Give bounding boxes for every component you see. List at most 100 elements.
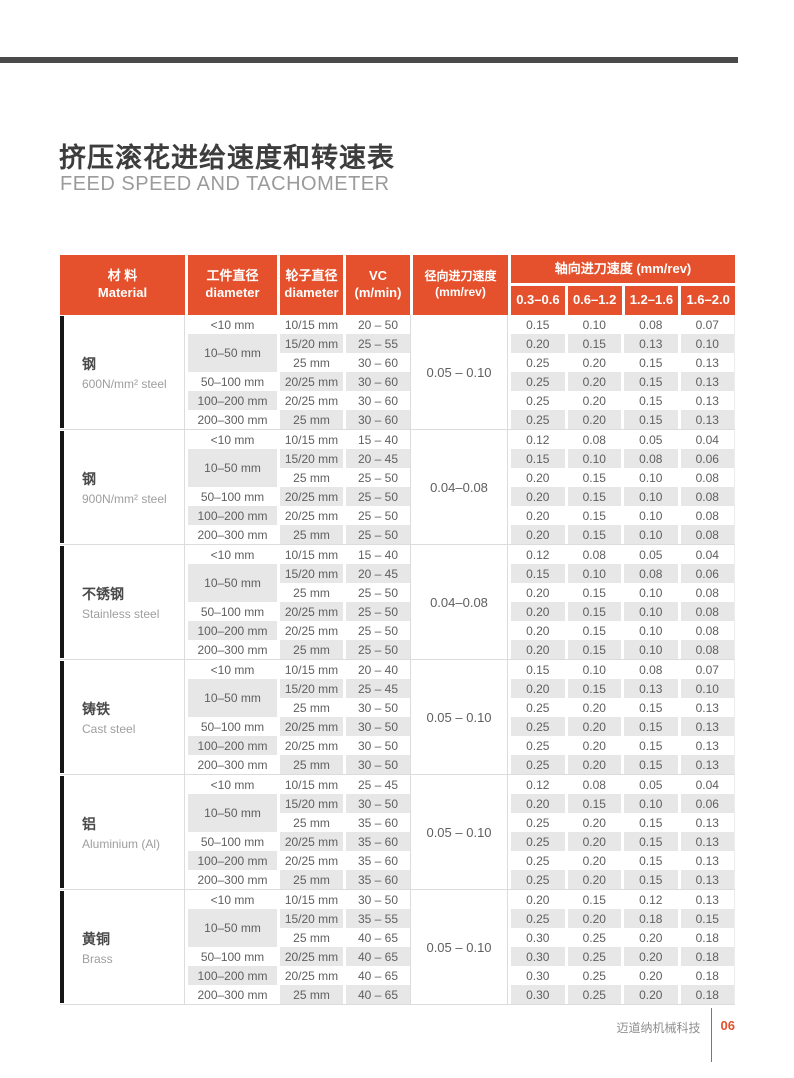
footer-divider <box>710 1008 712 1062</box>
workpiece-diameter-cell: 100–200 mm <box>185 391 277 410</box>
axial-feed-cell: 0.15 <box>564 583 621 602</box>
axial-feed-cell: 0.10 <box>621 583 678 602</box>
axial-feed-cell: 0.15 <box>508 449 565 468</box>
axial-feed-cell: 0.10 <box>621 621 678 640</box>
axial-feed-cell: 0.18 <box>677 928 734 947</box>
workpiece-diameter-cell: 200–300 mm <box>185 640 277 659</box>
page-title-chinese: 挤压滚花进给速度和转速表 <box>59 143 395 173</box>
workpiece-diameter-cell: 10–50 mm <box>185 449 277 487</box>
wheel-diameter-cell: 15/20 mm <box>277 449 343 468</box>
header-axial-feed-title: 轴向进刀速度 (mm/rev) <box>508 255 735 283</box>
axial-feed-cell: 0.15 <box>621 851 678 870</box>
vc-cell: 20 – 40 <box>343 660 410 679</box>
axial-feed-cell: 0.20 <box>621 985 678 1004</box>
header-wheel-en: diameter <box>284 285 339 300</box>
wheel-diameter-cell: 25 mm <box>277 985 343 1004</box>
axial-feed-cell: 0.13 <box>621 679 678 698</box>
axial-feed-cell: 0.15 <box>564 679 621 698</box>
vc-cell: 25 – 50 <box>343 640 410 659</box>
axial-feed-cell: 0.08 <box>564 545 621 564</box>
top-rule-divider <box>0 57 738 63</box>
workpiece-diameter-cell: 10–50 mm <box>185 679 277 717</box>
axial-feed-cell: 0.25 <box>564 985 621 1004</box>
vc-cell: 25 – 50 <box>343 583 410 602</box>
wheel-diameter-cell: 20/25 mm <box>277 506 343 525</box>
vc-cell: 25 – 50 <box>343 487 410 506</box>
material-group-1: 钢 600N/mm² steel <10 mm 10/15 mm 20 – 50 0.15… <box>60 315 735 430</box>
axial-feed-cell: 0.20 <box>564 909 621 928</box>
axial-feed-cell: 0.20 <box>508 487 565 506</box>
axial-feed-cell: 0.25 <box>508 717 565 736</box>
axial-feed-cell: 0.15 <box>564 621 621 640</box>
axial-feed-cell: 0.15 <box>621 698 678 717</box>
axial-feed-cell: 0.15 <box>508 660 565 679</box>
axial-feed-cell: 0.20 <box>508 794 565 813</box>
workpiece-diameter-cell: 100–200 mm <box>185 621 277 640</box>
axial-feed-cell: 0.15 <box>621 832 678 851</box>
axial-feed-cell: 0.10 <box>677 334 734 353</box>
wheel-diameter-cell: 20/25 mm <box>277 736 343 755</box>
wheel-diameter-cell: 25 mm <box>277 583 343 602</box>
material-name-zh: 铝 <box>82 815 96 832</box>
axial-feed-cell: 0.08 <box>564 775 621 794</box>
axial-feed-cell: 0.25 <box>508 353 565 372</box>
wheel-diameter-cell: 20/25 mm <box>277 372 343 391</box>
workpiece-diameter-cell: <10 mm <box>185 775 277 794</box>
material-name-en: Aluminium (Al) <box>82 836 161 851</box>
axial-feed-cell: 0.08 <box>677 525 734 544</box>
axial-feed-cell: 0.08 <box>677 506 734 525</box>
material-cell: 钢 900N/mm² steel <box>60 430 185 544</box>
radial-feed-cell: 0.04–0.08 <box>410 545 508 659</box>
axial-feed-cell: 0.10 <box>564 564 621 583</box>
radial-feed-cell: 0.04–0.08 <box>410 430 508 544</box>
axial-feed-cell: 0.18 <box>677 985 734 1004</box>
material-group-5: 铝 Aluminium (Al) <10 mm 10/15 mm 25 – 45 0.12… <box>60 775 735 890</box>
axial-feed-cell: 0.20 <box>508 621 565 640</box>
axial-feed-cell: 0.20 <box>564 736 621 755</box>
axial-feed-cell: 0.15 <box>508 564 565 583</box>
axial-feed-cell: 0.08 <box>621 564 678 583</box>
axial-feed-cell: 0.13 <box>677 870 734 889</box>
material-name-zh: 钢 <box>82 355 96 372</box>
axial-feed-cell: 0.15 <box>564 468 621 487</box>
axial-feed-cell: 0.10 <box>621 487 678 506</box>
wheel-diameter-cell: 10/15 mm <box>277 430 343 449</box>
axial-feed-cell: 0.20 <box>564 372 621 391</box>
header-vc: VC (m/min) <box>343 255 410 315</box>
axial-feed-cell: 0.15 <box>564 640 621 659</box>
wheel-diameter-cell: 25 mm <box>277 755 343 774</box>
workpiece-diameter-cell: 200–300 mm <box>185 755 277 774</box>
workpiece-diameter-cell: <10 mm <box>185 660 277 679</box>
axial-feed-cell: 0.20 <box>508 679 565 698</box>
axial-feed-cell: 0.20 <box>508 602 565 621</box>
axial-feed-cell: 0.15 <box>564 525 621 544</box>
workpiece-diameter-cell: 200–300 mm <box>185 985 277 1004</box>
axial-feed-cell: 0.20 <box>564 698 621 717</box>
axial-feed-cell: 0.08 <box>677 602 734 621</box>
material-name-en: 600N/mm² steel <box>82 376 167 391</box>
material-accent-bar <box>60 891 64 1003</box>
header-workpiece-en: diameter <box>205 285 260 300</box>
header-workpiece-diameter: 工件直径 diameter <box>185 255 277 315</box>
vc-cell: 40 – 65 <box>343 947 410 966</box>
axial-feed-cell: 0.12 <box>508 430 565 449</box>
wheel-diameter-cell: 25 mm <box>277 870 343 889</box>
axial-feed-cell: 0.08 <box>621 449 678 468</box>
axial-feed-cell: 0.25 <box>508 909 565 928</box>
axial-feed-cell: 0.10 <box>621 525 678 544</box>
axial-feed-cell: 0.25 <box>508 851 565 870</box>
axial-feed-cell: 0.12 <box>621 890 678 909</box>
material-name-zh: 黄铜 <box>82 930 110 947</box>
header-vc-label: VC <box>368 268 388 284</box>
wheel-diameter-cell: 20/25 mm <box>277 391 343 410</box>
header-axial-range-2: 0.6–1.2 <box>564 286 622 315</box>
wheel-diameter-cell: 25 mm <box>277 928 343 947</box>
vc-cell: 30 – 50 <box>343 890 410 909</box>
vc-cell: 35 – 60 <box>343 832 410 851</box>
axial-feed-cell: 0.10 <box>621 506 678 525</box>
axial-feed-cell: 0.13 <box>677 717 734 736</box>
material-group-4: 铸铁 Cast steel <10 mm 10/15 mm 20 – 40 0.15 0.1… <box>60 660 735 775</box>
material-cell: 钢 600N/mm² steel <box>60 315 185 429</box>
axial-feed-cell: 0.25 <box>508 410 565 429</box>
axial-feed-cell: 0.05 <box>621 545 678 564</box>
